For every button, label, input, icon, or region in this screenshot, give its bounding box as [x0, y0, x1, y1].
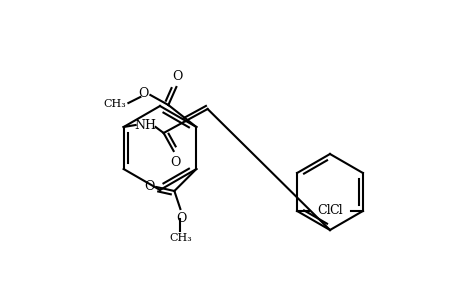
Text: O: O [176, 212, 186, 225]
Text: O: O [138, 86, 148, 100]
Text: CH₃: CH₃ [103, 99, 126, 109]
Text: CH₃: CH₃ [168, 233, 191, 243]
Text: O: O [170, 156, 180, 169]
Text: Cl: Cl [316, 205, 330, 218]
Text: NH: NH [134, 118, 156, 131]
Text: O: O [144, 179, 154, 193]
Text: Cl: Cl [329, 205, 342, 218]
Text: O: O [172, 70, 182, 83]
